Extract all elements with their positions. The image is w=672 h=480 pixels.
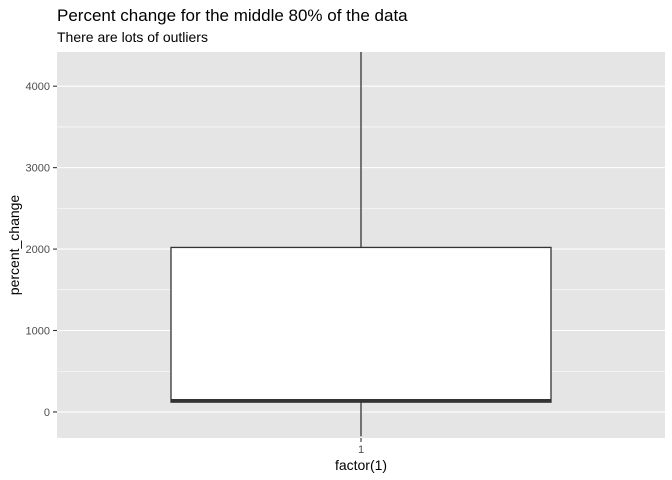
- x-tick-label: 1: [358, 444, 364, 456]
- y-tick-label: 4000: [26, 81, 50, 93]
- boxes: [170, 52, 552, 437]
- y-axis: 0 1000 2000 3000 4000: [26, 81, 57, 419]
- x-axis-title: factor(1): [335, 457, 387, 473]
- box: [170, 246, 552, 403]
- y-axis-title: percent_change: [6, 195, 22, 296]
- y-tick-label: 3000: [26, 163, 50, 175]
- chart-title: Percent change for the middle 80% of the…: [57, 6, 408, 25]
- x-axis: 1: [358, 438, 364, 456]
- chart-subtitle: There are lots of outliers: [57, 29, 208, 45]
- y-tick-label: 1000: [26, 326, 50, 338]
- y-tick-label: 2000: [26, 244, 50, 256]
- y-tick-label: 0: [44, 407, 50, 419]
